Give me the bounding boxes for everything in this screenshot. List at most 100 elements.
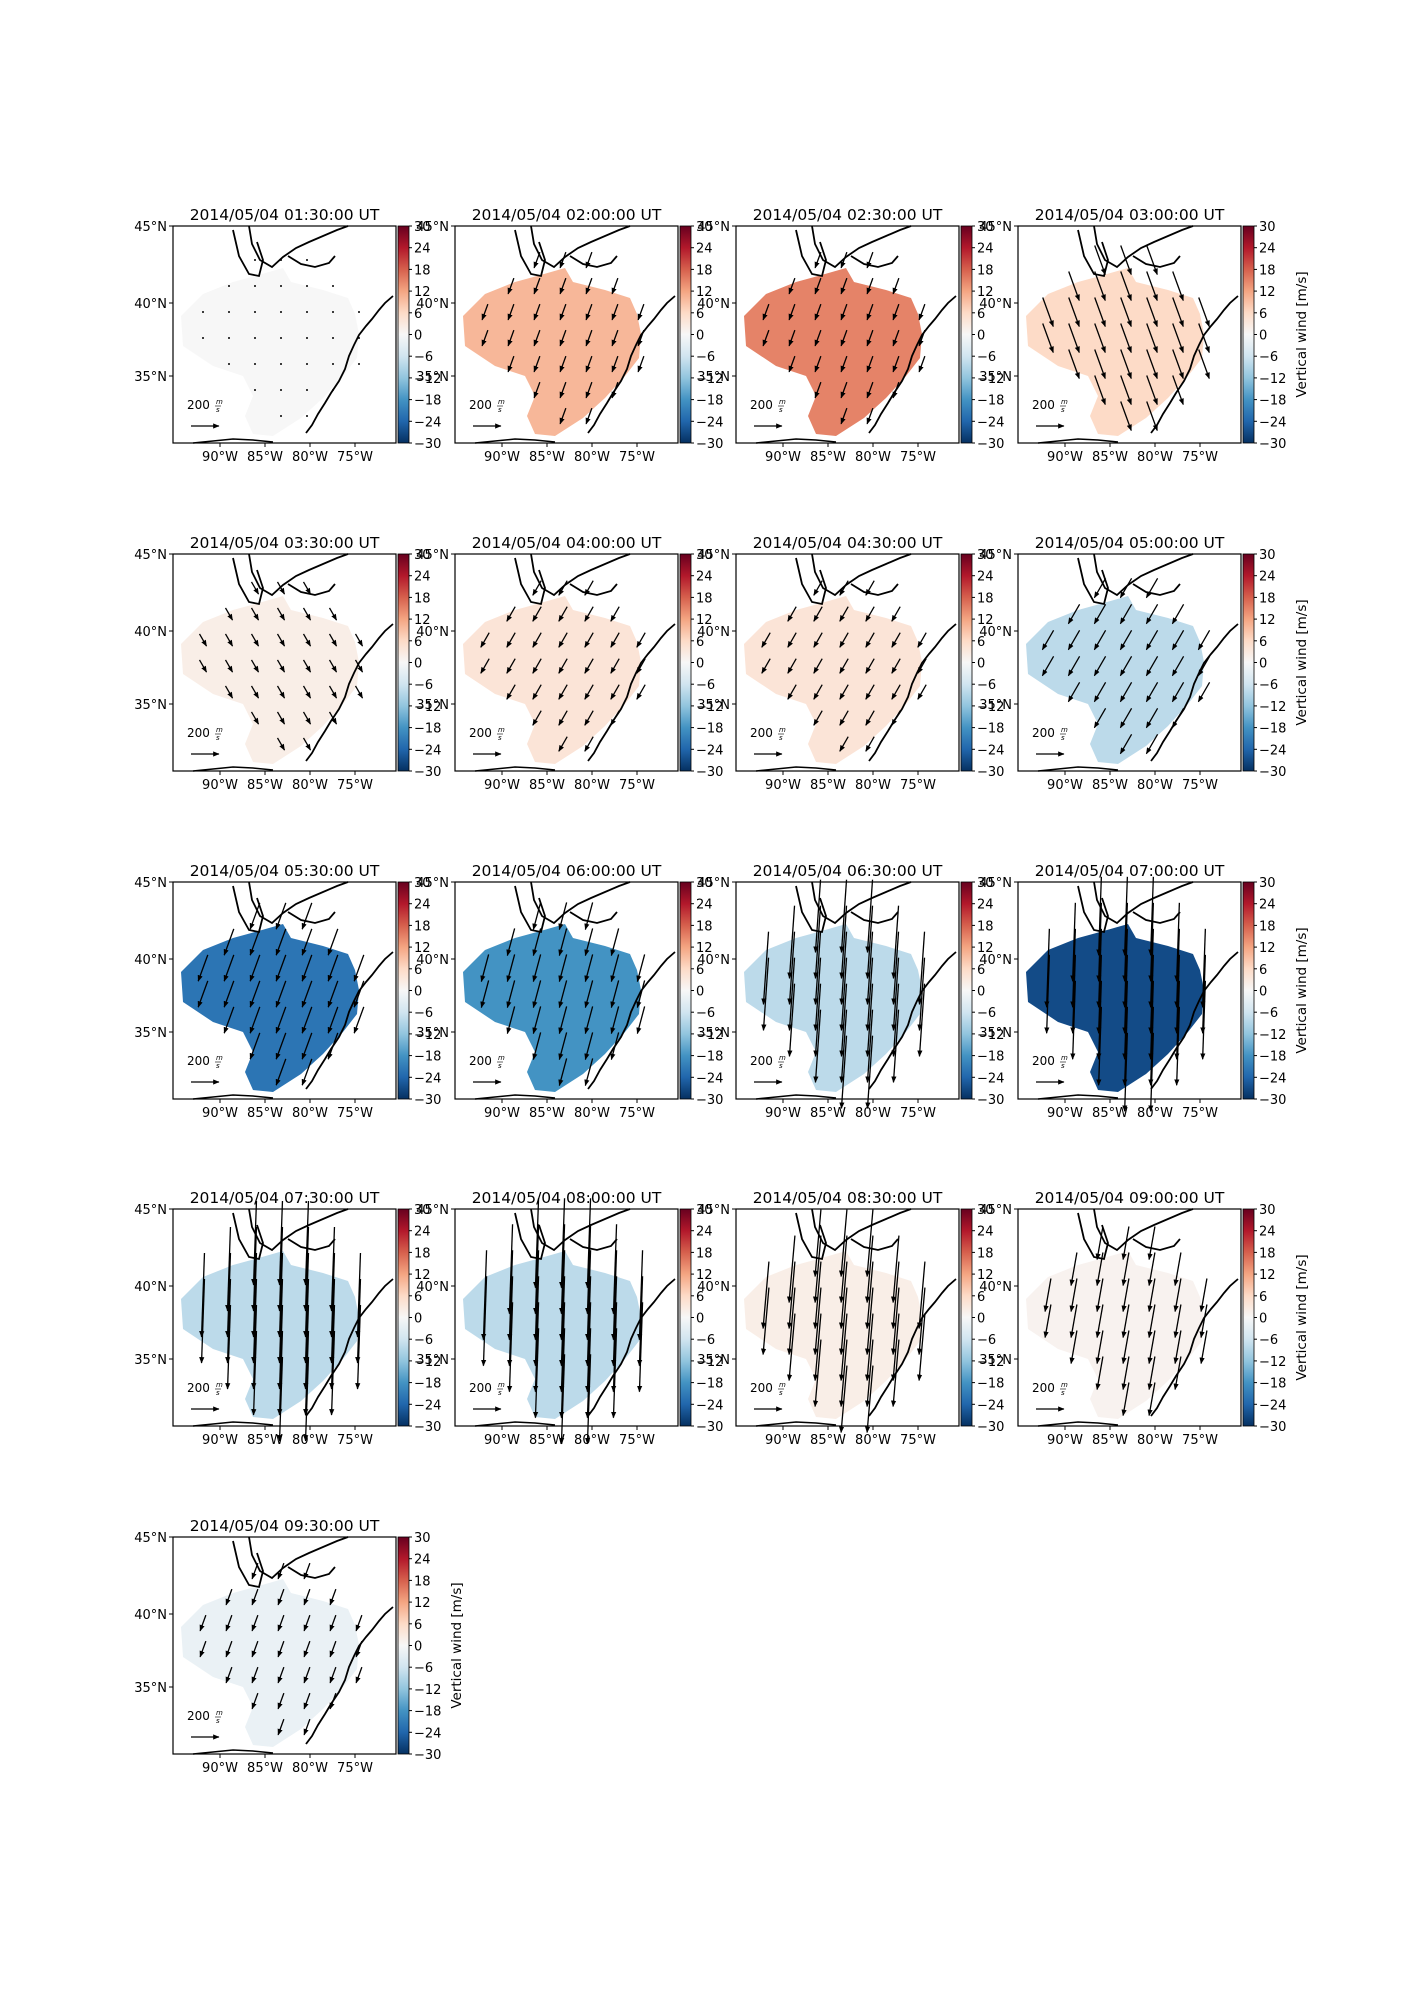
y-tick-label: 45°N — [979, 548, 1012, 563]
colorbar-tick-label: 12 — [977, 613, 994, 628]
wind-vector — [481, 1250, 488, 1341]
map-frame — [172, 1536, 397, 1755]
map-panel: 200 ms 2014/05/04 07:30:00 UT 90°W 85°W 80°W 7… — [134, 1189, 441, 1448]
colorbar: 30 24 18 12 6 0 −6 −12 −18 −24 −30 — [960, 220, 1004, 452]
coastline — [305, 623, 394, 762]
wind-vector — [839, 606, 849, 622]
wind-vector — [584, 580, 594, 596]
gulf-coast — [755, 438, 837, 444]
x-tick-label: 90°W — [1047, 778, 1083, 793]
y-tick-label: 45°N — [697, 548, 730, 563]
panel-title: 2014/05/04 05:00:00 UT — [1035, 534, 1225, 552]
gulf-coast — [192, 766, 274, 772]
colorbar-tick-label: −12 — [977, 372, 1004, 387]
wind-vector — [1120, 349, 1132, 380]
wind-vector — [559, 251, 567, 269]
quiver-key-unit-num: m — [779, 1054, 786, 1062]
colorbar-tick-label: −30 — [696, 437, 723, 452]
wind-vector — [275, 1058, 287, 1086]
map-frame — [1017, 1208, 1242, 1427]
wind-vector — [1119, 655, 1133, 677]
wind-vector — [1095, 1226, 1104, 1261]
wind-vector — [1171, 681, 1185, 703]
wind-vector — [276, 607, 286, 621]
wind-vector — [1120, 297, 1132, 328]
wind-vector — [865, 931, 874, 1005]
gulf-coast — [1037, 1421, 1119, 1427]
colorbar-tick-label: 24 — [414, 898, 431, 913]
quiver-key-unit-num: m — [498, 726, 505, 734]
x-tick-label: 75°W — [1182, 1106, 1218, 1121]
wind-vector — [636, 954, 646, 983]
wind-vector — [611, 1302, 618, 1393]
colorbar-tick-label: −24 — [977, 1398, 1004, 1413]
wind-vector — [1095, 1356, 1104, 1391]
wind-vector — [481, 303, 489, 321]
colorbar-tick-label: 30 — [1259, 220, 1276, 235]
wind-region — [181, 924, 359, 1092]
wind-vector — [813, 905, 822, 979]
colorbar-tick-label: −30 — [414, 1748, 441, 1763]
y-tick-label: 35°N — [134, 1026, 167, 1041]
wind-vector — [813, 606, 823, 622]
wind-vector — [275, 902, 287, 930]
wind-vector — [303, 1692, 311, 1710]
wind-vector — [507, 1302, 514, 1393]
x-tick-label: 90°W — [484, 450, 520, 465]
colorbar-tick-label: 18 — [1259, 919, 1276, 934]
wind-vector — [1120, 245, 1132, 276]
wind-vector — [636, 632, 646, 648]
wind-vector — [813, 931, 822, 1005]
wind-vector — [558, 980, 568, 1009]
wind-vector — [1174, 1006, 1181, 1086]
wind-vector — [787, 684, 797, 700]
wind-vector — [223, 1006, 235, 1034]
colorbar-scale — [1242, 553, 1255, 772]
wind-vector — [611, 1250, 618, 1341]
wind-vector — [890, 1235, 900, 1304]
great-lakes — [514, 225, 631, 278]
colorbar-tick-label: −30 — [696, 1093, 723, 1108]
x-tick-label: 85°W — [247, 450, 283, 465]
colorbar-tick-label: 30 — [414, 548, 431, 563]
wind-vector — [559, 1224, 566, 1315]
wind-vector — [225, 1614, 233, 1632]
wind-vector — [251, 1692, 259, 1710]
map-panel: 200 ms 2014/05/04 03:00:00 UT 90°W 85°W 80°W 7… — [979, 206, 1310, 465]
wind-vector — [355, 1253, 362, 1338]
wind-vector — [276, 737, 286, 751]
wind-region — [181, 596, 359, 764]
wind-vector — [329, 1279, 336, 1364]
wind-vector — [1172, 271, 1184, 302]
wind-vector — [892, 381, 900, 399]
wind-vector — [254, 285, 256, 287]
x-tick-label: 90°W — [202, 1106, 238, 1121]
wind-region — [1026, 924, 1204, 1092]
wind-vector — [839, 957, 848, 1031]
wind-vector — [532, 710, 542, 726]
wind-vector — [1122, 1032, 1129, 1112]
wind-vector — [840, 407, 848, 425]
wind-vector — [559, 303, 567, 321]
wind-vector — [761, 632, 771, 648]
x-tick-label: 80°W — [574, 1433, 610, 1448]
wind-vector — [839, 983, 848, 1057]
quiver-key-value: 200 — [469, 726, 492, 740]
colorbar-tick-label: 6 — [696, 307, 704, 322]
gulf-coast — [1037, 438, 1119, 444]
colorbar-tick-label: −18 — [977, 394, 1004, 409]
wind-vector — [786, 1261, 796, 1330]
wind-vector — [558, 580, 568, 596]
coastline — [868, 1278, 957, 1417]
panel-title: 2014/05/04 03:30:00 UT — [190, 534, 380, 552]
y-tick-label: 40°N — [979, 1280, 1012, 1295]
wind-vector — [891, 1009, 900, 1083]
wind-vector — [1147, 1382, 1156, 1417]
wind-vector — [1173, 1356, 1182, 1391]
wind-vector — [584, 928, 594, 957]
wind-vector — [202, 311, 204, 313]
colorbar-tick-label: 30 — [414, 220, 431, 235]
colorbar: 30 24 18 12 6 0 −6 −12 −18 −24 −30 — [397, 1203, 441, 1435]
colorbar-tick-label: 18 — [1259, 591, 1276, 606]
colorbar-tick-label: 12 — [1259, 613, 1276, 628]
